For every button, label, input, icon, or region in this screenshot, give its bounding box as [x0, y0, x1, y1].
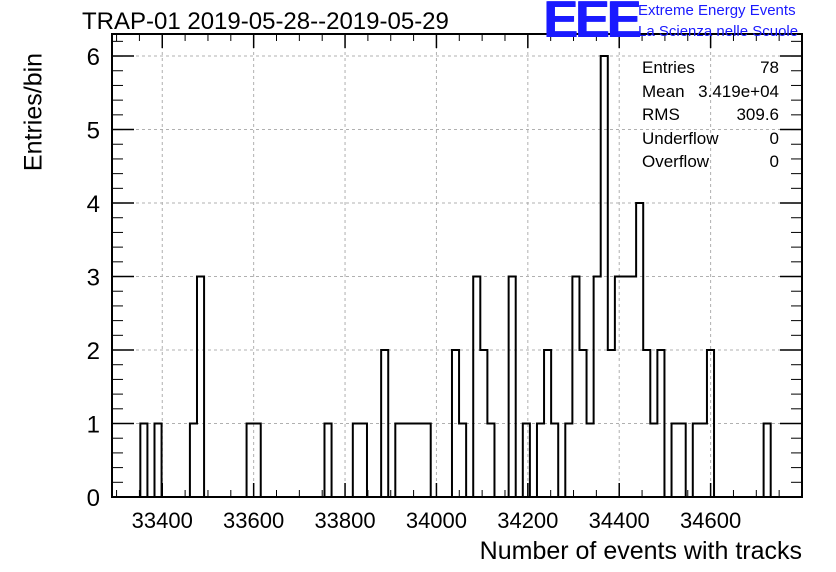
stat-label: Entries [642, 58, 695, 77]
stat-row-overflow: Overflow 0 [637, 152, 783, 176]
x-axis-label: Number of events with tracks [479, 537, 802, 565]
axis-ticks [112, 34, 802, 498]
y-tick-label: 2 [87, 338, 100, 365]
y-tick-label: 6 [87, 44, 100, 71]
logo-line-1: Extreme Energy Events [638, 2, 796, 19]
stat-label: Overflow [642, 152, 710, 172]
x-tick-label: 34600 [680, 508, 741, 533]
tick-labels: 0 1 2 3 4 5 6 33400 33600 33800 34000 34200 34400 346… [87, 44, 742, 533]
x-tick-label: 34400 [589, 508, 650, 533]
stat-label: Underflow [642, 128, 719, 148]
x-tick-label: 33800 [314, 508, 375, 533]
y-tick-label: 0 [87, 485, 100, 512]
x-tick-label: 34000 [406, 508, 467, 533]
eee-logo-icon: EEE [543, 0, 641, 49]
stat-row-entries: Entries 78 [637, 58, 783, 82]
y-axis-label: Entries/bin [19, 52, 48, 172]
stat-value: 78 [760, 58, 779, 77]
stat-value: 3.419e+04 [698, 81, 779, 101]
stats-box: Entries 78 Mean 3.419e+04 RMS 309.6 Unde… [637, 58, 783, 176]
chart-title: TRAP-01 2019-05-28--2019-05-29 [82, 8, 449, 35]
y-tick-label: 3 [87, 265, 100, 292]
stat-label: Mean [642, 81, 685, 101]
x-tick-label: 33400 [132, 508, 193, 533]
x-tick-label: 33600 [223, 508, 284, 533]
y-tick-label: 5 [87, 118, 100, 145]
stat-row-mean: Mean 3.419e+04 [637, 82, 783, 106]
stat-label: RMS [642, 105, 680, 125]
stat-row-rms: RMS 309.6 [637, 105, 783, 129]
plot-frame [111, 33, 803, 498]
y-tick-label: 4 [87, 191, 100, 218]
x-tick-label: 34200 [497, 508, 558, 533]
stat-row-underflow: Underflow 0 [637, 129, 783, 153]
logo-line-2: La Scienza nelle Scuole [638, 23, 799, 40]
stat-value: 0 [769, 152, 779, 172]
stat-value: 0 [769, 128, 779, 148]
y-tick-label: 1 [87, 412, 100, 439]
histogram-series [139, 55, 772, 498]
stat-value: 309.6 [736, 105, 779, 125]
